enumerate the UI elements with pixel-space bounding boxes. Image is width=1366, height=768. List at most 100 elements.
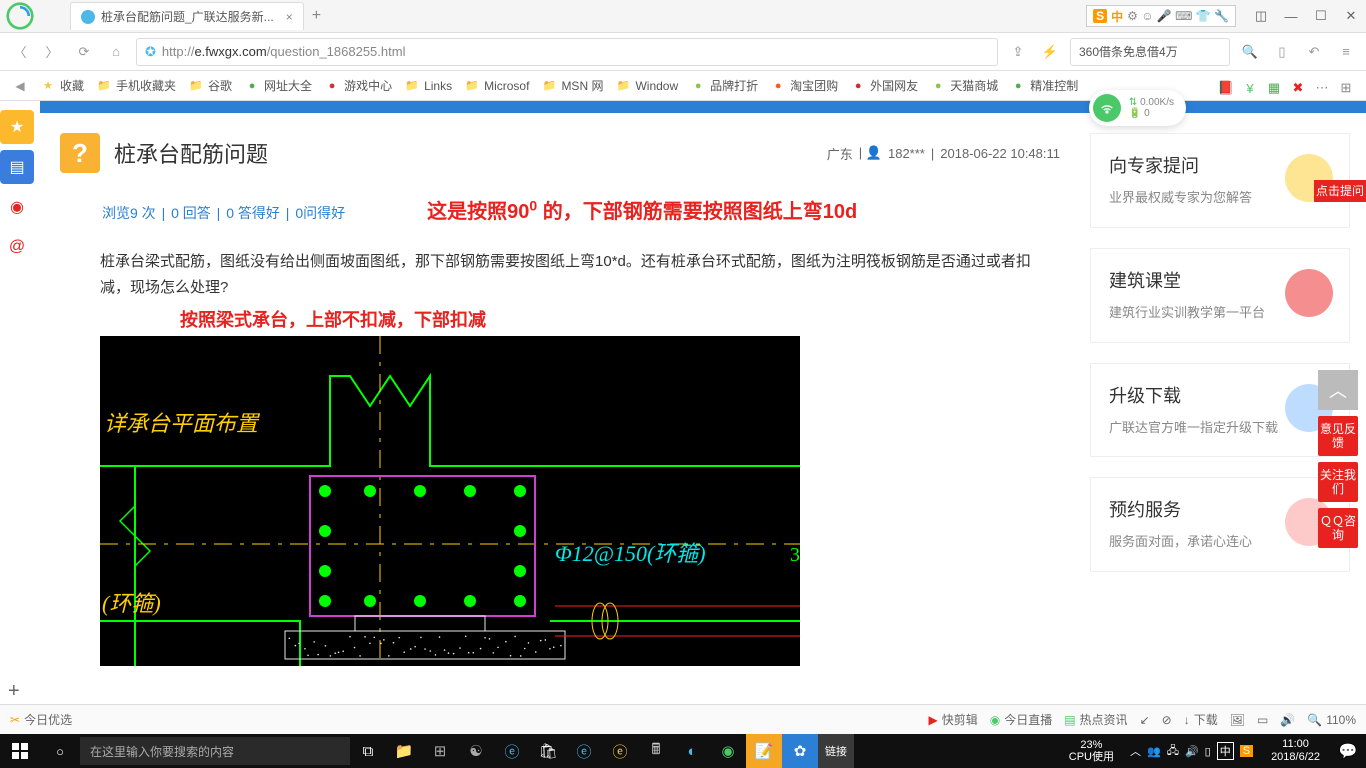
rail-weibo-button[interactable]: ◉ (0, 190, 34, 224)
tray-clock[interactable]: 11:002018/6/22 (1261, 738, 1330, 764)
bookmark-item[interactable]: ●淘宝团购 (764, 75, 844, 96)
bookmark-item[interactable]: 📁谷歌 (182, 75, 238, 96)
tray-icon[interactable]: ▯ (1205, 745, 1211, 758)
cpu-meter[interactable]: 23%CPU使用 (1061, 739, 1122, 763)
tray-ime-icon[interactable]: 中 (1217, 742, 1234, 760)
tray-volume-icon[interactable]: 🔊 (1185, 745, 1199, 758)
bookmark-item[interactable]: 📁MSN 网 (535, 75, 609, 96)
ime-toolbar[interactable]: S 中 ⚙ ☺ 🎤 ⌨ 👕 🔧 (1086, 5, 1236, 27)
browser-tab[interactable]: 桩承台配筋问题_广联达服务新... × (70, 2, 304, 30)
status-news[interactable]: ▤热点资讯 (1064, 711, 1127, 728)
sidebar-card[interactable]: 升级下载广联达官方唯一指定升级下载 (1090, 363, 1350, 458)
browser-logo[interactable] (0, 0, 40, 33)
ext-icon[interactable]: ¥ (1240, 78, 1260, 98)
ext-icon[interactable]: ▦ (1264, 78, 1284, 98)
sidebar-card[interactable]: 向专家提问业界最权威专家为您解答 (1090, 133, 1350, 228)
tray-net-icon[interactable]: 🖧 (1167, 742, 1179, 761)
taskbar-search-input[interactable]: 在这里输入你要搜索的内容 (80, 737, 350, 765)
nav-home-button[interactable]: ⌂ (104, 40, 128, 64)
sidebar-toggle-icon[interactable]: ▯ (1270, 40, 1294, 64)
bookmark-item[interactable]: 📁Microsof (458, 75, 535, 96)
app-icon[interactable]: ⊞ (422, 734, 458, 768)
page-content: ? 桩承台配筋问题 广东 | 👤 182*** | 2018-06-22 10:… (40, 101, 1366, 700)
app-browser-icon[interactable]: ◉ (710, 734, 746, 768)
app-icon[interactable]: ✿ (782, 734, 818, 768)
app-calc-icon[interactable]: 🖩 (638, 734, 674, 768)
undo-icon[interactable]: ↶ (1302, 40, 1326, 64)
app-ie-icon[interactable]: ⓔ (494, 734, 530, 768)
status-icon[interactable]: ▭ (1257, 713, 1268, 727)
new-tab-button[interactable]: + (312, 7, 321, 25)
bookmark-item[interactable]: ●外国网友 (844, 75, 924, 96)
bookmark-item[interactable]: ●天猫商城 (924, 75, 1004, 96)
status-icon[interactable]: 🔊 (1280, 713, 1295, 727)
bookmark-item[interactable]: ●网址大全 (238, 75, 318, 96)
window-skin-button[interactable]: ◫ (1246, 0, 1276, 33)
nav-back-button[interactable]: 〈 (8, 40, 32, 64)
window-maximize-button[interactable]: ☐ (1306, 0, 1336, 33)
bookmark-item[interactable]: 📁Links (398, 75, 458, 96)
bookmark-item[interactable]: ●品牌打折 (684, 75, 764, 96)
nav-forward-button[interactable]: 〉 (40, 40, 64, 64)
bookmark-item[interactable]: 📁Window (609, 75, 684, 96)
status-live[interactable]: ◉今日直播 (990, 711, 1053, 728)
url-input[interactable]: ✪ http://e.fwxgx.com/question_1868255.ht… (136, 38, 998, 66)
app-store-icon[interactable]: 🛍 (530, 734, 566, 768)
tab-close-icon[interactable]: × (286, 10, 293, 24)
bookmark-item[interactable]: ●精准控制 (1004, 75, 1084, 96)
app-ie-icon[interactable]: ⓔ (602, 734, 638, 768)
app-link-tile[interactable]: 链接 (818, 734, 854, 768)
rail-mail-button[interactable]: @ (0, 230, 34, 264)
svg-text:Φ12@150(环箍): Φ12@150(环箍) (555, 541, 706, 566)
tray-icon[interactable]: 👥 (1147, 745, 1161, 758)
app-edge-icon[interactable]: ⓔ (566, 734, 602, 768)
rail-news-button[interactable]: ▤ (0, 150, 34, 184)
ext-icon[interactable]: ✖ (1288, 78, 1308, 98)
bookmark-item[interactable]: 📁手机收藏夹 (90, 75, 182, 96)
question-meta: 广东 | 👤 182*** | 2018-06-22 10:48:11 (827, 144, 1060, 163)
bookmarks-scroll-left[interactable]: ◀ (8, 74, 32, 98)
bookmark-item[interactable]: ●游戏中心 (318, 75, 398, 96)
window-minimize-button[interactable]: — (1276, 0, 1306, 33)
app-icon[interactable]: ◐ (674, 734, 710, 768)
search-input[interactable]: 360借条免息借4万 (1070, 38, 1230, 66)
cortana-icon[interactable]: ○ (40, 734, 80, 768)
status-zoom[interactable]: 🔍 110% (1307, 713, 1356, 727)
sidebar-card[interactable]: 建筑课堂建筑行业实训教学第一平台 (1090, 248, 1350, 343)
app-explorer-icon[interactable]: 📁 (386, 734, 422, 768)
status-today[interactable]: ✂今日优选 (10, 711, 72, 728)
follow-button[interactable]: 关注我们 (1318, 462, 1358, 502)
network-widget[interactable]: ⇅ 0.00K/s 🔋 0 (1089, 90, 1186, 126)
qq-button[interactable]: ＱＱ咨询 (1318, 508, 1358, 548)
nav-reload-button[interactable]: ⟳ (72, 40, 96, 64)
bookmark-item[interactable]: ★收藏 (34, 75, 90, 96)
lightning-icon[interactable]: ⚡ (1038, 40, 1062, 64)
sidebar-add-button[interactable]: + (8, 680, 20, 703)
sidebar-card[interactable]: 预约服务服务面对面，承诺心连心 (1090, 477, 1350, 572)
status-icon[interactable]: 🖼 (1230, 713, 1245, 727)
feedback-button[interactable]: 意见反馈 (1318, 416, 1358, 456)
search-icon[interactable]: 🔍 (1238, 40, 1262, 64)
svg-text:3: 3 (790, 544, 800, 566)
rail-star-button[interactable]: ★ (0, 110, 34, 144)
ext-icon[interactable]: ⋯ (1312, 78, 1332, 98)
status-kuaijianji[interactable]: ▶快剪辑 (928, 711, 977, 728)
status-icon[interactable]: ↙ (1140, 713, 1150, 727)
ext-icon[interactable]: 📕 (1216, 78, 1236, 98)
ask-tag[interactable]: 点击提问 (1314, 180, 1366, 202)
tray-chevron-up-icon[interactable]: ︿ (1130, 743, 1141, 759)
app-icon[interactable]: 📝 (746, 734, 782, 768)
status-download[interactable]: ↓ 下载 (1184, 711, 1218, 728)
menu-icon[interactable]: ≡ (1334, 40, 1358, 64)
tray-notifications-icon[interactable]: 💬 (1330, 734, 1366, 768)
app-icon[interactable]: ☯ (458, 734, 494, 768)
ext-icon[interactable]: ⊞ (1336, 78, 1356, 98)
tray-sogou-icon[interactable]: S (1240, 745, 1253, 757)
window-close-button[interactable]: ✕ (1336, 0, 1366, 33)
scroll-top-button[interactable]: ︿ (1318, 370, 1358, 410)
task-view-icon[interactable]: ⧉ (350, 734, 386, 768)
tab-favicon (81, 10, 95, 24)
start-button[interactable] (0, 734, 40, 768)
share-icon[interactable]: ⇪ (1006, 40, 1030, 64)
status-icon[interactable]: ⊘ (1162, 713, 1172, 727)
